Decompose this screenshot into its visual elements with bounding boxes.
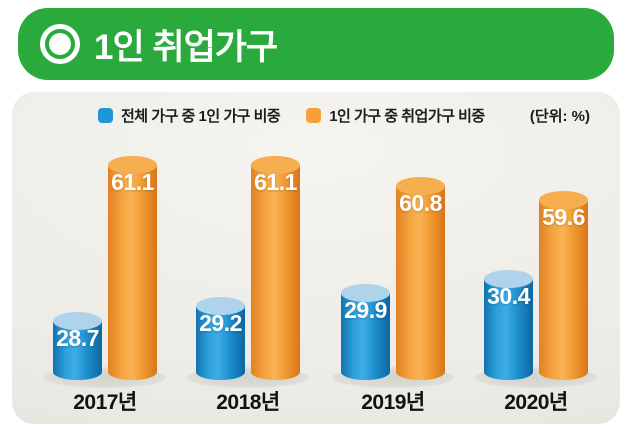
bar-group: 29.2 61.1 2018년 [187, 92, 309, 414]
chart-legend: 전체 가구 중 1인 가구 비중 1인 가구 중 취업가구 비중 (단위: %) [98, 105, 590, 125]
bar-employed-household: 61.1 [108, 156, 157, 380]
value-label: 61.1 [254, 169, 297, 195]
bar-employed-household: 61.1 [251, 156, 300, 380]
cylinder-body [396, 186, 445, 380]
cylinder-top [396, 177, 445, 195]
cylinder-top [539, 191, 588, 209]
chart-panel: 전체 가구 중 1인 가구 비중 1인 가구 중 취업가구 비중 (단위: %)… [12, 92, 620, 424]
cylinder-top [251, 156, 300, 174]
cylinder-body [341, 293, 390, 380]
value-label: 30.4 [487, 283, 530, 309]
page-title: 1인 취업가구 [94, 27, 278, 67]
bar-chart: 28.7 61.1 2017년 29.2 61.1 2018년 29.9 60.8 2019년 3… [12, 92, 620, 414]
category-label: 2019년 [361, 391, 425, 414]
category-label: 2017년 [73, 391, 137, 414]
bar-employed-household: 59.6 [539, 191, 588, 380]
value-label: 29.9 [344, 297, 387, 323]
category-label: 2018년 [216, 391, 280, 414]
category-label: 2020년 [504, 391, 568, 414]
unit-label: (단위: %) [529, 107, 590, 125]
value-label: 60.8 [399, 190, 442, 216]
cylinder-body [251, 165, 300, 380]
cylinder-body [108, 165, 157, 380]
legend-item-employed-household: 1인 가구 중 취업가구 비중 [306, 105, 485, 126]
circle-bullet-dot [49, 33, 71, 55]
cylinder-top [341, 284, 390, 302]
cylinder-body [53, 321, 102, 380]
cylinder-top [53, 312, 102, 330]
value-label: 61.1 [111, 169, 154, 195]
cylinder-body [196, 306, 245, 380]
legend-swatch-blue [98, 107, 113, 123]
bar-employed-household: 60.8 [396, 177, 445, 380]
value-label: 29.2 [199, 310, 242, 336]
bar-single-household: 29.9 [341, 284, 390, 380]
legend-item-single-household: 전체 가구 중 1인 가구 비중 [98, 105, 281, 126]
bar-group: 28.7 61.1 2017년 [44, 92, 166, 414]
title-banner: 1인 취업가구 [18, 8, 614, 80]
cylinder-body [539, 200, 588, 380]
legend-swatch-orange [306, 107, 322, 123]
bar-single-household: 28.7 [53, 312, 102, 380]
bar-single-household: 30.4 [484, 270, 533, 380]
cylinder-top [196, 297, 245, 315]
value-label: 28.7 [56, 325, 99, 351]
circle-bullet-icon [40, 24, 80, 64]
bar-group: 30.4 59.6 2020년 [475, 92, 597, 414]
cylinder-top [108, 156, 157, 174]
bar-group: 29.9 60.8 2019년 [332, 92, 454, 414]
legend-label-employed-household: 1인 가구 중 취업가구 비중 [329, 107, 485, 125]
value-label: 59.6 [542, 204, 585, 230]
legend-label-single-household: 전체 가구 중 1인 가구 비중 [121, 107, 281, 125]
cylinder-body [484, 279, 533, 380]
cylinder-top [484, 270, 533, 288]
bar-single-household: 29.2 [196, 297, 245, 380]
